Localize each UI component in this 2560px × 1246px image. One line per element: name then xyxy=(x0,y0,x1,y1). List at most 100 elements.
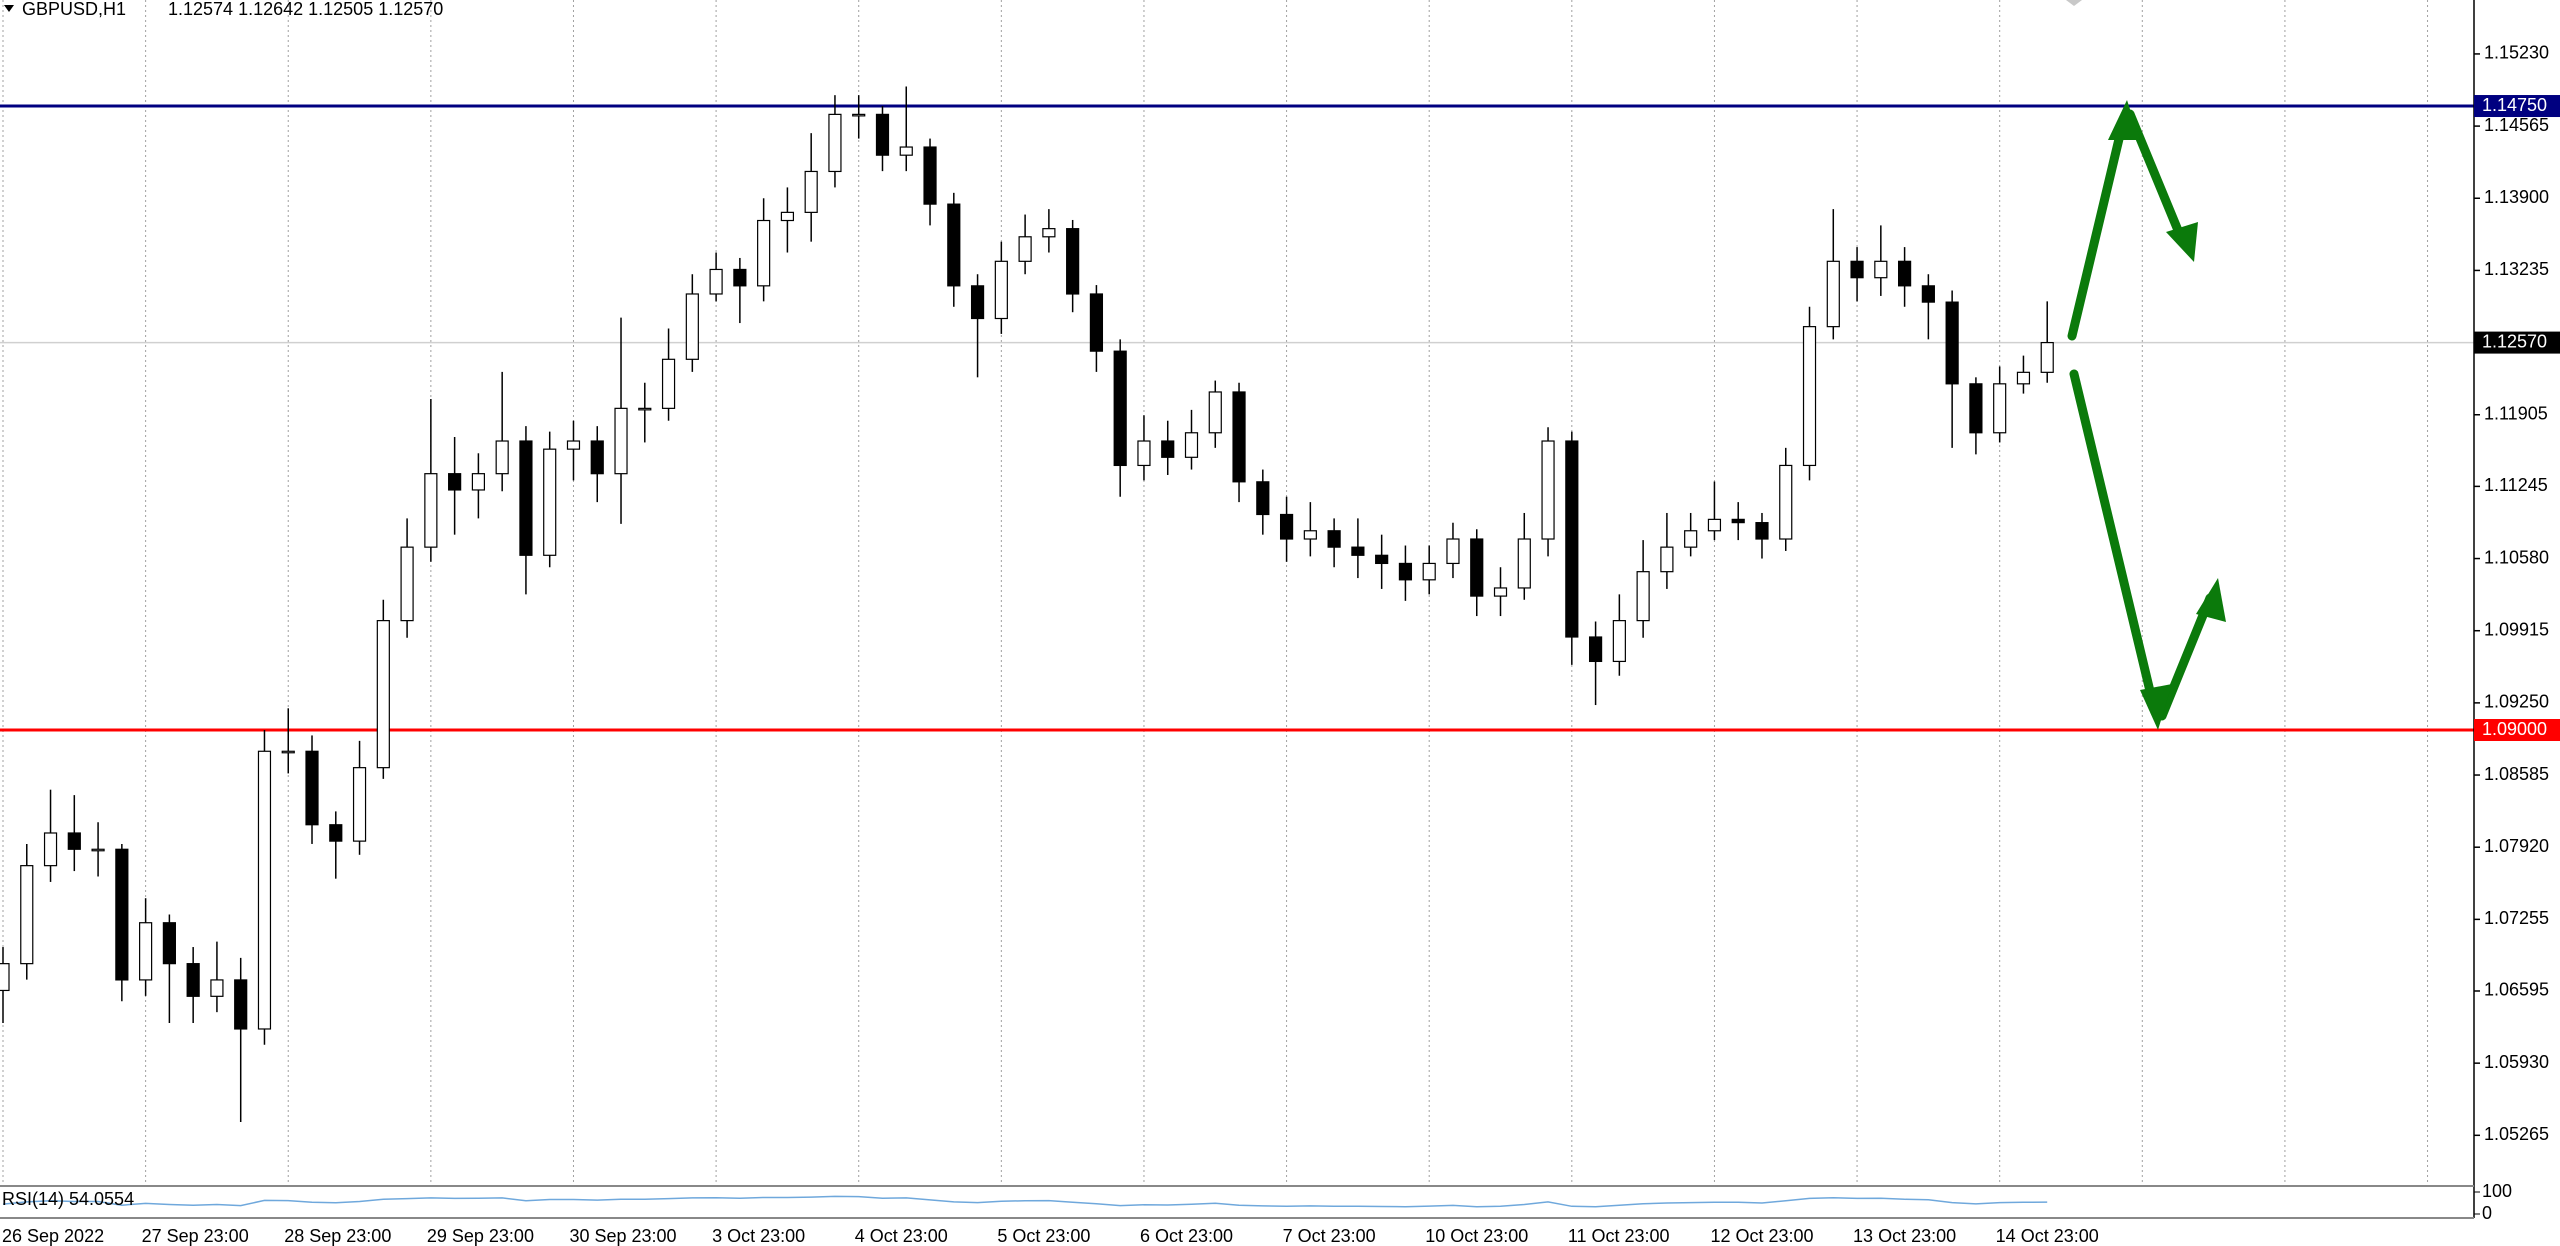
x-tick-label: 7 Oct 23:00 xyxy=(1283,1226,1376,1246)
candle-body xyxy=(1969,383,1983,434)
candle-body xyxy=(1279,513,1294,540)
candle-body xyxy=(1066,228,1080,295)
x-tick-label: 10 Oct 23:00 xyxy=(1425,1226,1528,1246)
candle-body xyxy=(1779,464,1793,540)
candle-body xyxy=(139,922,153,981)
ohlc-info: 1.12574 1.12642 1.12505 1.12570 xyxy=(168,0,443,19)
candle-body xyxy=(543,448,557,556)
candle-body xyxy=(828,113,842,173)
candle-body xyxy=(1897,260,1912,287)
candle-body xyxy=(1232,391,1246,483)
arrow-segment[interactable] xyxy=(2067,113,2129,341)
price-level-box xyxy=(2474,719,2560,742)
candle-body xyxy=(1731,518,1745,524)
symbol-title: GBPUSD,H1 xyxy=(22,0,126,19)
y-tick-label: 1.07255 xyxy=(2484,908,2549,928)
arrow-down-scenario[interactable] xyxy=(2069,369,2215,721)
rsi-tick-label: 100 xyxy=(2482,1181,2512,1201)
y-tick-label: 1.07920 xyxy=(2484,836,2549,856)
arrow-segment[interactable] xyxy=(2069,369,2160,717)
candle-body xyxy=(1137,440,1151,467)
candle-body xyxy=(1398,562,1413,581)
candle-body xyxy=(780,211,795,222)
y-tick-label: 1.09250 xyxy=(2484,692,2549,712)
plot xyxy=(0,86,2474,1208)
candle-body xyxy=(400,546,414,622)
x-tick-label: 11 Oct 23:00 xyxy=(1568,1226,1670,1246)
candle-body xyxy=(852,113,866,117)
arrow-segment[interactable] xyxy=(2125,109,2187,245)
candle-body xyxy=(1018,236,1032,262)
price-level-box xyxy=(2474,95,2560,118)
menu-triangle[interactable] xyxy=(4,5,14,12)
candle-body xyxy=(1826,260,1840,328)
candle-body xyxy=(162,922,176,965)
candle-body xyxy=(1422,562,1436,581)
candle-body xyxy=(1660,546,1674,573)
candle-body xyxy=(234,979,248,1030)
rsi-line xyxy=(2,1195,2048,1208)
price-level-label: 1.14750 xyxy=(2482,95,2547,115)
candle-body xyxy=(1707,518,1722,532)
arrow-head xyxy=(2140,684,2172,730)
candle-body xyxy=(352,767,367,842)
y-tick-label: 1.11905 xyxy=(2484,404,2548,424)
arrow-segment[interactable] xyxy=(2157,593,2215,721)
candle-body xyxy=(614,407,628,475)
candle-body xyxy=(994,260,1008,320)
candle-body xyxy=(1565,440,1579,638)
rsi-label: RSI(14) 54.0554 xyxy=(2,1189,134,1209)
candle-body xyxy=(590,440,604,475)
candle-body xyxy=(329,824,343,842)
y-tick-label: 1.08585 xyxy=(2484,764,2549,784)
candle-body xyxy=(2040,341,2054,373)
candle-body xyxy=(1588,636,1603,663)
candle-body xyxy=(519,440,533,556)
candle-body xyxy=(1802,326,1817,467)
candle-body xyxy=(566,440,581,450)
candle-body xyxy=(923,146,937,205)
y-tick-label: 1.14565 xyxy=(2484,115,2549,135)
candle-body xyxy=(376,620,390,769)
candle-body xyxy=(1945,301,1959,385)
y-tick-label: 1.10580 xyxy=(2484,547,2549,567)
candle-body xyxy=(1208,391,1222,434)
candle-body xyxy=(1184,432,1199,458)
candle-body xyxy=(210,979,224,997)
candle-body xyxy=(661,358,676,409)
x-tick-label: 4 Oct 23:00 xyxy=(855,1226,948,1246)
candle-body xyxy=(1470,538,1484,597)
candle-body xyxy=(1351,546,1365,556)
candle-body xyxy=(1874,260,1888,279)
y-tick-label: 1.13900 xyxy=(2484,187,2549,207)
price-level-box xyxy=(2474,331,2560,354)
candle-body xyxy=(424,473,438,548)
x-tick-label: 27 Sep 23:00 xyxy=(142,1226,249,1246)
candle-body xyxy=(1113,350,1127,467)
drawing-marker[interactable] xyxy=(2066,0,2082,6)
y-tick-label: 1.06595 xyxy=(2484,980,2549,1000)
x-tick-label: 6 Oct 23:00 xyxy=(1140,1226,1233,1246)
price-level-label: 1.09000 xyxy=(2482,719,2547,739)
candle-body xyxy=(1684,530,1698,548)
y-tick-label: 1.13235 xyxy=(2484,259,2549,279)
candle-body xyxy=(804,170,818,213)
price-level-label: 1.12570 xyxy=(2482,331,2547,351)
candle-body xyxy=(1446,538,1460,565)
candle-body xyxy=(67,832,81,850)
candle-body xyxy=(1493,587,1508,597)
candle-body xyxy=(875,113,890,156)
y-tick-label: 1.05265 xyxy=(2484,1124,2549,1144)
y-tick-label: 1.11245 xyxy=(2484,475,2548,495)
candle-body xyxy=(1327,530,1341,548)
candle-body xyxy=(495,440,509,475)
arrow-up-scenario[interactable] xyxy=(2067,109,2187,341)
candle-body xyxy=(1541,440,1555,540)
candle-body xyxy=(1517,538,1531,589)
x-tick-label: 26 Sep 2022 xyxy=(2,1226,104,1246)
candle-body xyxy=(1921,285,1935,303)
rsi-tick-label: 0 xyxy=(2482,1203,2492,1223)
candle-body xyxy=(1636,571,1650,622)
candle-body xyxy=(471,473,485,491)
